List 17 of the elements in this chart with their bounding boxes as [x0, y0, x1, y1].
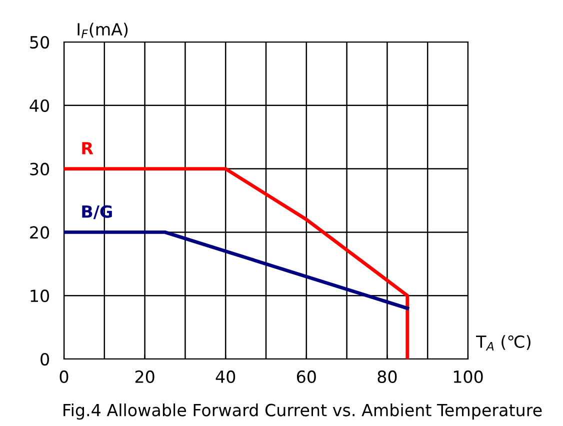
y-tick-label: 10 [30, 290, 50, 302]
x-tick-label: 0 [60, 370, 68, 384]
x-tick-label: 60 [296, 370, 316, 384]
line-series [64, 167, 410, 359]
x-tick-label: 40 [216, 370, 236, 384]
y-axis-title: I$_{F}$(mA) [78, 22, 128, 38]
text: Fig.4 Allowable Forward Current vs. Ambient Temperature [64, 403, 542, 420]
y-tick-label: 20 [30, 226, 50, 239]
series-label: R [82, 142, 94, 154]
y-tick-label: 40 [30, 99, 50, 112]
x-tick-label: 100 [454, 370, 483, 384]
x-tick-label: 80 [378, 370, 397, 384]
y-tick-label: 0 [40, 352, 50, 366]
x-axis-title: T$_{A}$ (℃) [476, 335, 530, 350]
y-tick-label: 30 [30, 162, 50, 176]
x-tick-label: 20 [135, 370, 154, 384]
y-tick-label: 50 [30, 36, 50, 49]
